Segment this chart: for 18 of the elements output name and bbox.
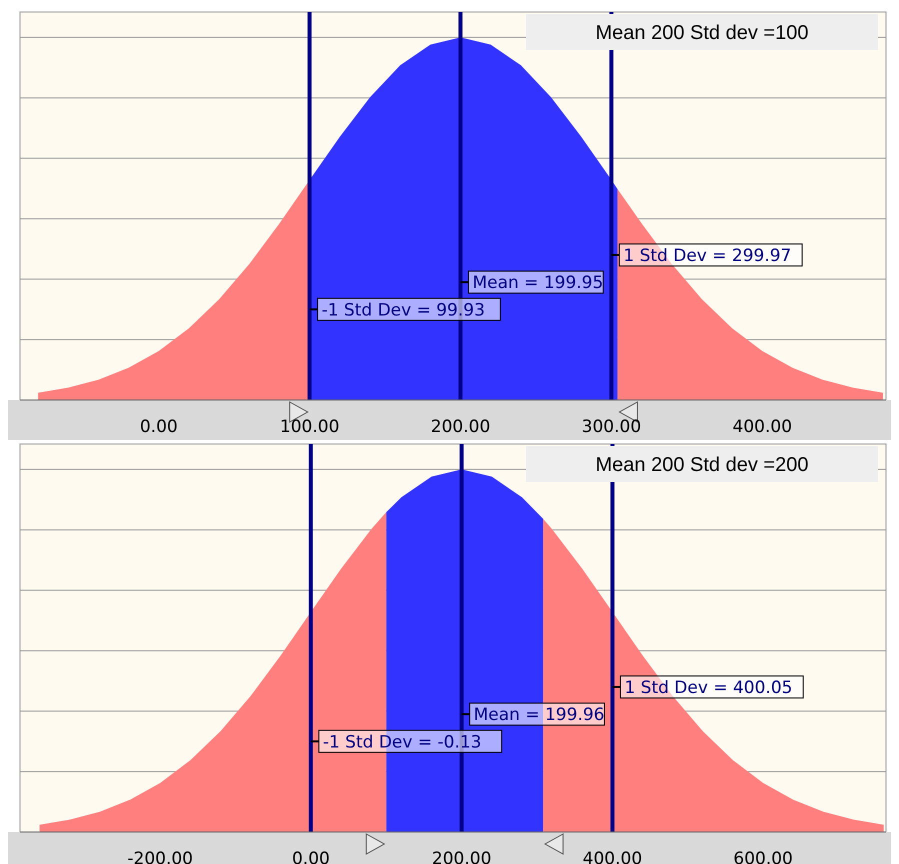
ref-line-label: -1 Std Dev = -0.13: [322, 732, 482, 752]
x-tick-label: 200.00: [430, 417, 490, 437]
x-tick-label: 200.00: [432, 849, 492, 864]
ref-line-label: 1 Std Dev = 400.05: [624, 678, 792, 698]
ref-line-label: Mean = 199.96: [474, 705, 604, 726]
ref-line-label: 1 Std Dev = 299.97: [623, 246, 792, 266]
x-tick-label: 100.00: [280, 417, 340, 437]
x-tick-label: 0.00: [140, 417, 178, 437]
chart-title: Mean 200 Std dev =100: [596, 22, 808, 44]
ref-line-label: -1 Std Dev = 99.93: [322, 300, 485, 320]
x-tick-label: 400.00: [582, 849, 642, 864]
x-tick-label: 0.00: [292, 849, 330, 864]
x-tick-label: 300.00: [582, 417, 642, 437]
x-tick-label: -200.00: [127, 849, 193, 864]
chart-title: Mean 200 Std dev =200: [596, 454, 808, 476]
x-tick-label: 600.00: [733, 849, 793, 864]
x-tick-label: 400.00: [732, 417, 792, 437]
ref-line-label: Mean = 199.95: [472, 273, 604, 294]
